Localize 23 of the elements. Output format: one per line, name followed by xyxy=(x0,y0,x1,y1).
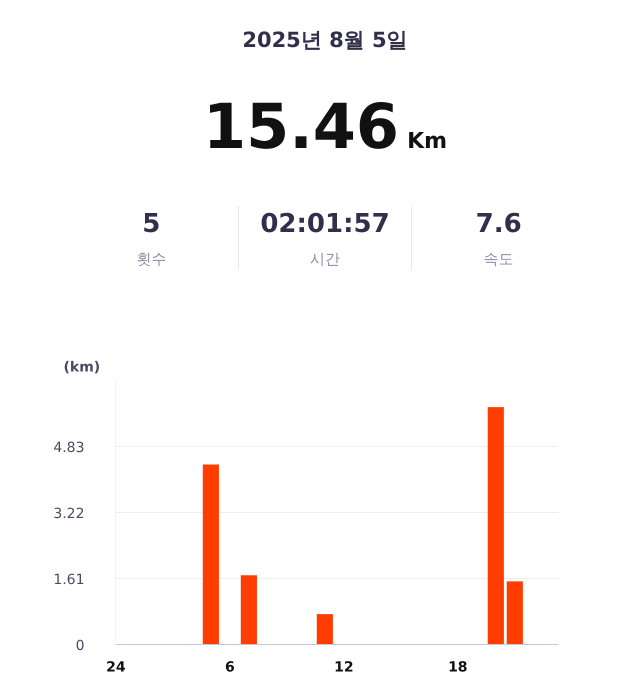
y-axis-title: (km) xyxy=(64,360,100,376)
x-tick-label: 18 xyxy=(448,660,468,674)
y-tick-label: 3.22 xyxy=(53,506,84,522)
bar xyxy=(316,614,333,644)
text: Km xyxy=(407,129,448,154)
x-tick-label: 24 xyxy=(106,660,126,674)
bar xyxy=(240,575,257,644)
chart-title: 2025년 8월 5일 xyxy=(241,27,409,54)
x-tick-label: 6 xyxy=(224,660,235,674)
text: 02:01:57 xyxy=(259,208,391,241)
y-tick-label: 1.61 xyxy=(53,572,84,588)
bar xyxy=(202,464,219,644)
text: 횟수 xyxy=(135,248,168,270)
text: 속도 xyxy=(482,248,515,270)
text: 5 xyxy=(141,208,162,241)
bar xyxy=(506,581,523,644)
y-tick-label: 4.83 xyxy=(53,440,84,456)
text: 15.46 xyxy=(202,90,400,163)
y-tick-label: 0 xyxy=(76,638,85,654)
text: 7.6 xyxy=(474,208,523,241)
x-tick-label: 12 xyxy=(334,660,354,674)
text: 시간 xyxy=(309,248,341,270)
bar xyxy=(488,407,504,644)
